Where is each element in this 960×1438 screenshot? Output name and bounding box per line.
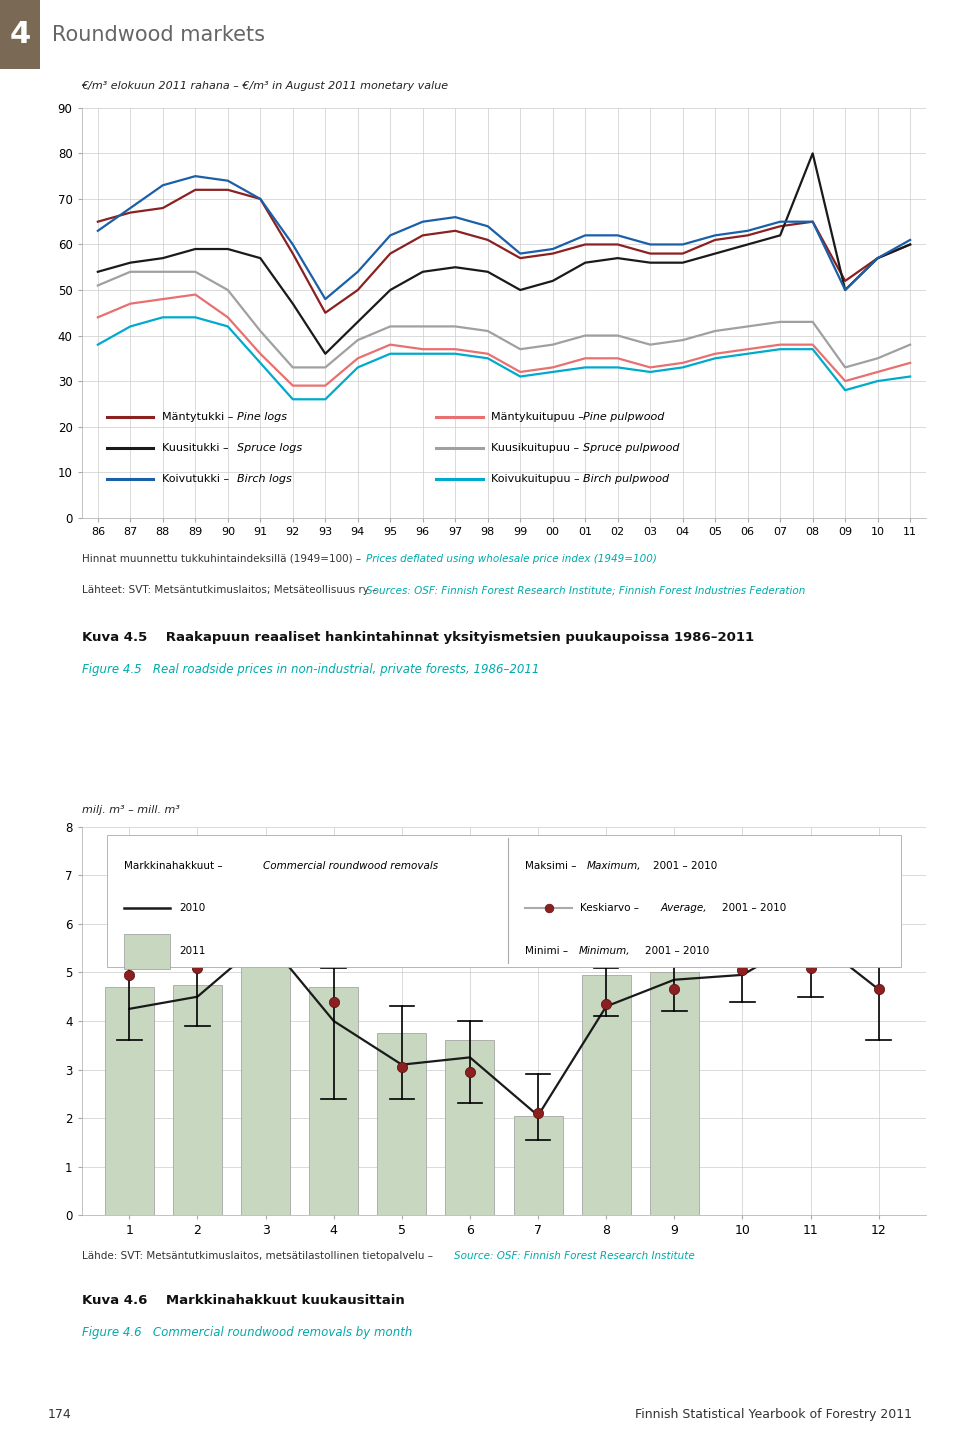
Text: Spruce pulpwood: Spruce pulpwood xyxy=(584,443,680,453)
Bar xyxy=(173,985,222,1215)
Bar xyxy=(377,1032,426,1215)
Text: Spruce logs: Spruce logs xyxy=(236,443,301,453)
Point xyxy=(871,978,886,1001)
Text: Birch pulpwood: Birch pulpwood xyxy=(584,473,669,483)
Text: Koivukuitupuu –: Koivukuitupuu – xyxy=(492,473,584,483)
Point xyxy=(803,956,818,979)
Text: €/m³ elokuun 2011 rahana – €/m³ in August 2011 monetary value: €/m³ elokuun 2011 rahana – €/m³ in Augus… xyxy=(82,81,448,91)
Point xyxy=(598,992,613,1015)
Text: 174: 174 xyxy=(48,1408,72,1422)
Text: Maksimi –: Maksimi – xyxy=(525,861,580,870)
Text: milj. m³ – mill. m³: milj. m³ – mill. m³ xyxy=(82,805,180,815)
Text: Maximum,: Maximum, xyxy=(587,861,641,870)
Text: Kuusikuitupuu –: Kuusikuitupuu – xyxy=(492,443,583,453)
Point xyxy=(258,915,274,938)
Bar xyxy=(309,986,358,1215)
Text: Figure 4.5   Real roadside prices in non-industrial, private forests, 1986–2011: Figure 4.5 Real roadside prices in non-i… xyxy=(82,663,539,676)
Bar xyxy=(105,986,154,1215)
Bar xyxy=(124,933,170,969)
Point xyxy=(530,1102,545,1125)
Text: Kuva 4.5    Raakapuun reaaliset hankintahinnat yksityismetsien puukaupoissa 1986: Kuva 4.5 Raakapuun reaaliset hankintahin… xyxy=(82,631,754,644)
Bar xyxy=(107,834,901,966)
Text: 4: 4 xyxy=(10,20,31,49)
Point xyxy=(91,1165,107,1188)
Point xyxy=(122,963,137,986)
Bar xyxy=(514,1116,563,1215)
Bar xyxy=(650,972,699,1215)
Text: Koivutukki –: Koivutukki – xyxy=(162,473,232,483)
Point xyxy=(463,1060,478,1083)
Text: 2001 – 2010: 2001 – 2010 xyxy=(653,861,717,870)
Text: Kuva 4.6    Markkinahakkuut kuukausittain: Kuva 4.6 Markkinahakkuut kuukausittain xyxy=(82,1294,404,1307)
Bar xyxy=(445,1041,494,1215)
Bar xyxy=(582,975,631,1215)
Text: 2010: 2010 xyxy=(179,903,205,913)
Text: Mäntytukki –: Mäntytukki – xyxy=(162,413,237,423)
Text: Prices deflated using wholesale price index (1949=100): Prices deflated using wholesale price in… xyxy=(366,554,657,564)
Bar xyxy=(0,0,40,69)
Point xyxy=(326,989,342,1012)
Text: Pine pulpwood: Pine pulpwood xyxy=(584,413,664,423)
Text: Source: OSF: Finnish Forest Research Institute: Source: OSF: Finnish Forest Research Ins… xyxy=(454,1251,694,1261)
Text: Roundwood markets: Roundwood markets xyxy=(52,24,265,45)
Text: 2001 – 2010: 2001 – 2010 xyxy=(645,946,709,956)
Text: Commercial roundwood removals: Commercial roundwood removals xyxy=(263,861,439,870)
Text: Minimum,: Minimum, xyxy=(578,946,630,956)
Text: Keskiarvo –: Keskiarvo – xyxy=(580,903,642,913)
Bar xyxy=(241,925,290,1215)
Text: 2011: 2011 xyxy=(179,946,205,956)
Text: Finnish Statistical Yearbook of Forestry 2011: Finnish Statistical Yearbook of Forestry… xyxy=(635,1408,912,1422)
Text: Minimi –: Minimi – xyxy=(525,946,571,956)
Point xyxy=(666,978,682,1001)
Text: Lähde: SVT: Metsäntutkimuslaitos, metsätilastollinen tietopalvelu –: Lähde: SVT: Metsäntutkimuslaitos, metsät… xyxy=(82,1251,436,1261)
Text: Mäntykuitupuu –: Mäntykuitupuu – xyxy=(492,413,588,423)
Point xyxy=(190,956,205,979)
Text: Average,: Average, xyxy=(660,903,707,913)
Text: Lähteet: SVT: Metsäntutkimuslaitos; Metsäteollisuus ry –: Lähteet: SVT: Metsäntutkimuslaitos; Mets… xyxy=(82,585,380,595)
Point xyxy=(395,1055,410,1078)
Text: Figure 4.6   Commercial roundwood removals by month: Figure 4.6 Commercial roundwood removals… xyxy=(82,1326,412,1339)
Text: Pine logs: Pine logs xyxy=(236,413,286,423)
Text: Sources: OSF: Finnish Forest Research Institute; Finnish Forest Industries Feder: Sources: OSF: Finnish Forest Research In… xyxy=(366,585,805,595)
Text: 2001 – 2010: 2001 – 2010 xyxy=(722,903,786,913)
Text: Markkinahakkuut –: Markkinahakkuut – xyxy=(124,861,226,870)
Point xyxy=(734,959,750,982)
Text: Birch logs: Birch logs xyxy=(236,473,291,483)
Text: Kuusitukki –: Kuusitukki – xyxy=(162,443,232,453)
Text: Hinnat muunnettu tukkuhintaindeksillä (1949=100) –: Hinnat muunnettu tukkuhintaindeksillä (1… xyxy=(82,554,364,564)
